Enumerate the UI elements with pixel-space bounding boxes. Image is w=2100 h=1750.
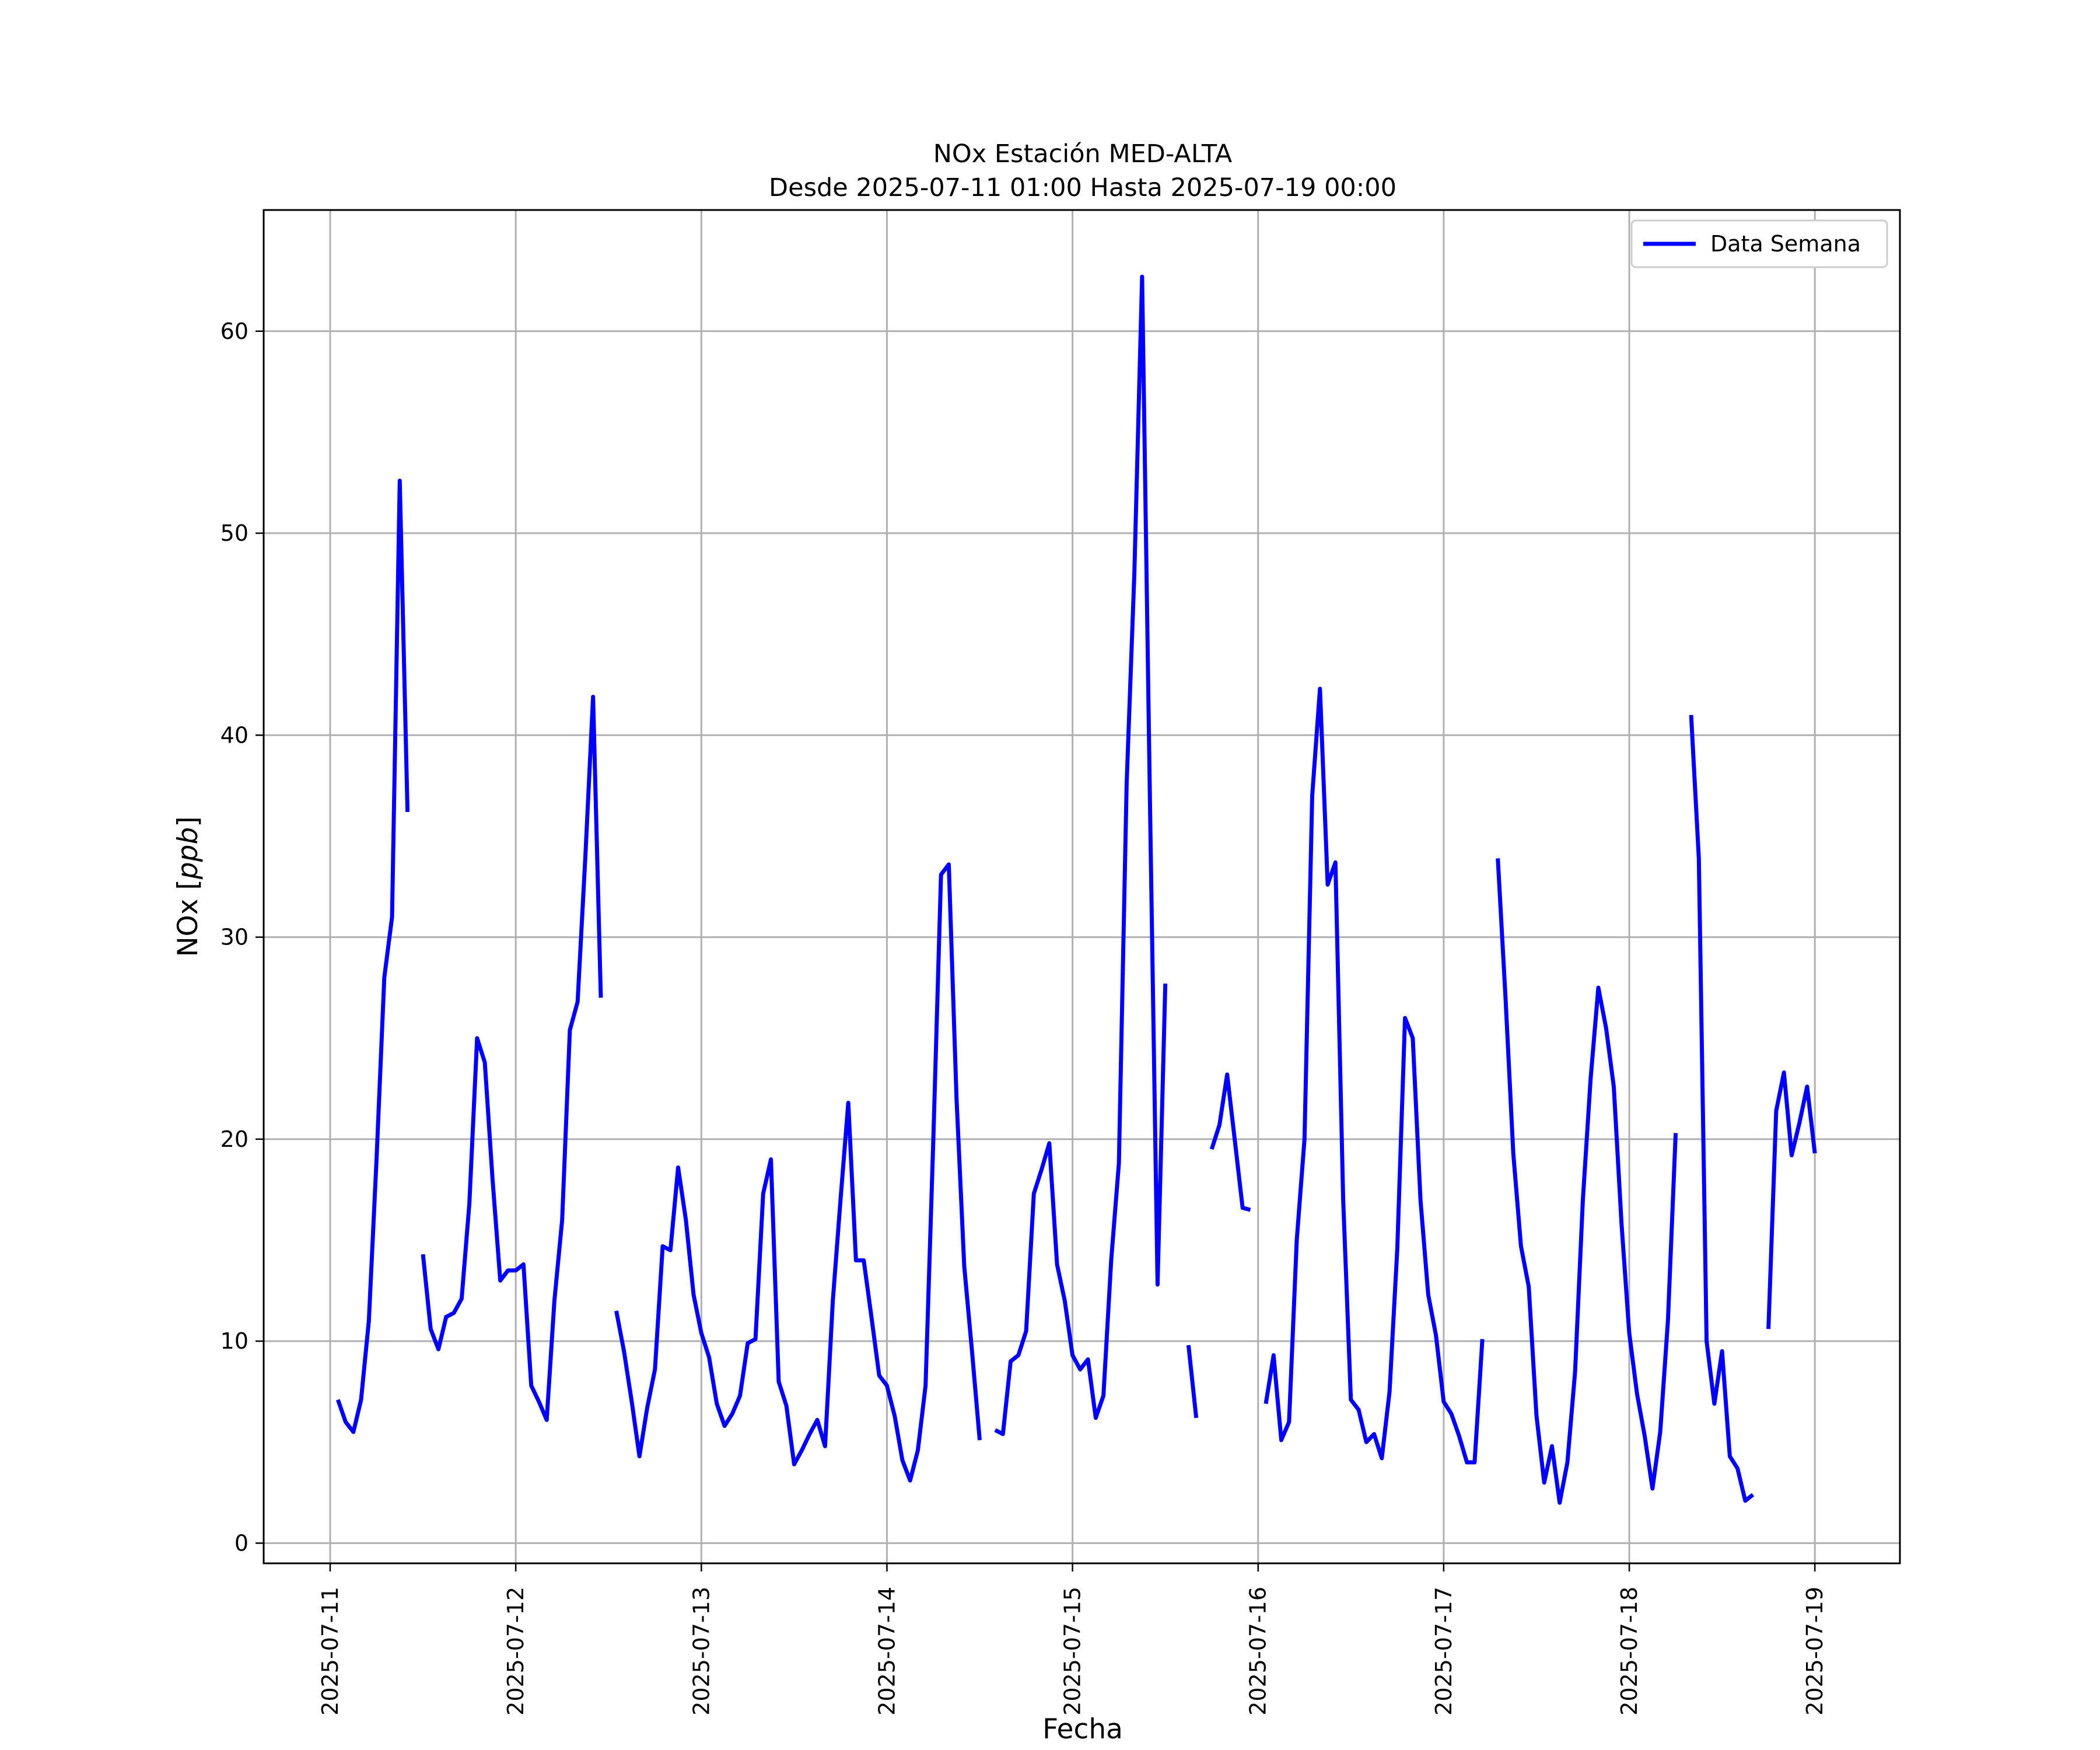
x-axis-label: Fecha	[1042, 1713, 1123, 1745]
series-line-segment	[1264, 687, 1485, 1465]
y-tick-label: 20	[220, 1126, 249, 1152]
x-tick-label: 2025-07-13	[688, 1587, 714, 1716]
y-tick-label: 60	[220, 318, 249, 344]
chart-subtitle: Desde 2025-07-11 01:00 Hasta 2025-07-19 …	[769, 173, 1396, 202]
series-line-segment	[1186, 1345, 1199, 1419]
legend: Data Semana	[1630, 219, 1888, 268]
series-line-segment	[421, 695, 603, 1422]
series-line-segment	[614, 862, 982, 1483]
series-line-segment	[335, 478, 410, 1434]
x-tick-label: 2025-07-19	[1802, 1587, 1828, 1716]
y-tick-label: 50	[220, 520, 249, 546]
y-tick-label: 0	[235, 1530, 249, 1556]
y-axis-label-prefix: NOx [	[172, 879, 204, 957]
axis-ticks: 2025-07-11 2025-07-12 2025-07-13 2025-07-14…	[220, 318, 1828, 1716]
x-tick-label: 2025-07-11	[317, 1587, 343, 1716]
plot-frame	[262, 209, 1901, 1564]
legend-box	[1630, 219, 1888, 268]
y-tick-label: 30	[220, 925, 249, 950]
legend-label: Data Semana	[1710, 231, 1861, 257]
series-line-segment	[1689, 715, 1755, 1503]
x-tick-label: 2025-07-14	[874, 1587, 900, 1716]
y-axis-label-suffix: ]	[172, 816, 204, 827]
y-axis-label: NOx [ppb]	[172, 816, 204, 957]
chart-title: NOx Estación MED-ALTA	[933, 139, 1233, 169]
series-lines	[335, 274, 1817, 1505]
series-line-segment	[1209, 1072, 1251, 1212]
y-tick-label: 40	[220, 722, 249, 748]
x-tick-label: 2025-07-18	[1616, 1587, 1642, 1716]
x-tick-label: 2025-07-16	[1245, 1587, 1271, 1716]
series-line-segment	[1766, 1070, 1817, 1329]
y-axis-label-unit: ppb	[172, 827, 204, 880]
grid	[264, 210, 1900, 1563]
y-tick-label: 10	[220, 1328, 249, 1354]
series-line-segment	[994, 274, 1168, 1436]
series-line-segment	[1496, 858, 1678, 1505]
x-tick-label: 2025-07-15	[1060, 1587, 1086, 1716]
x-tick-label: 2025-07-17	[1431, 1587, 1457, 1716]
x-tick-label: 2025-07-12	[503, 1587, 528, 1716]
